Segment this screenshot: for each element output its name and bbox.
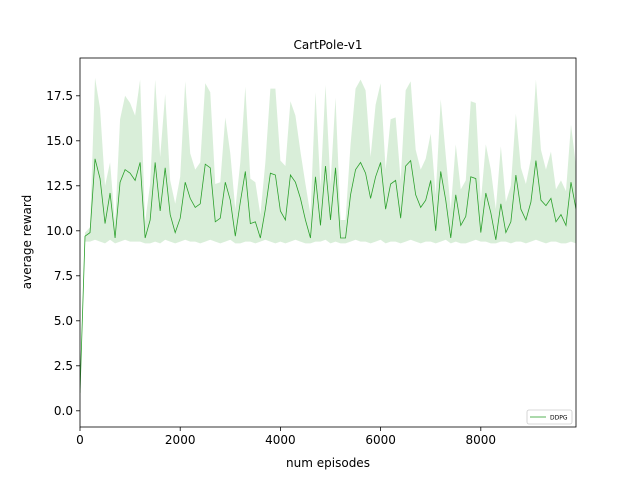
y-axis-label: average reward (20, 195, 34, 290)
axes-frame (79, 57, 577, 428)
y-tick-label: 17.5 (46, 89, 73, 103)
chart-title: CartPole-v1 (294, 38, 363, 52)
y-tick-label: 7.5 (54, 269, 73, 283)
x-tick-label: 2000 (165, 433, 196, 447)
x-axis: 0 2000 4000 6000 8000 (76, 427, 496, 447)
y-tick-label: 5.0 (54, 314, 73, 328)
y-tick-label: 2.5 (54, 359, 73, 373)
x-tick-label: 8000 (466, 433, 497, 447)
x-tick-label: 6000 (365, 433, 396, 447)
band-ddpg (80, 77, 576, 393)
x-tick-label: 0 (76, 433, 84, 447)
legend: DDPG (526, 409, 573, 425)
y-tick-label: 12.5 (46, 179, 73, 193)
y-tick-label: 15.0 (46, 134, 73, 148)
x-tick-label: 4000 (265, 433, 296, 447)
line-ddpg (80, 158, 576, 393)
legend-box (526, 409, 573, 425)
x-axis-label: num episodes (286, 456, 370, 470)
plot-area (80, 77, 576, 393)
y-tick-label: 10.0 (46, 224, 73, 238)
legend-label-ddpg: DDPG (550, 415, 568, 422)
y-tick-label: 0.0 (54, 404, 73, 418)
y-axis: 0.0 2.5 5.0 7.5 10.0 12.5 15.0 17.5 (46, 89, 80, 418)
